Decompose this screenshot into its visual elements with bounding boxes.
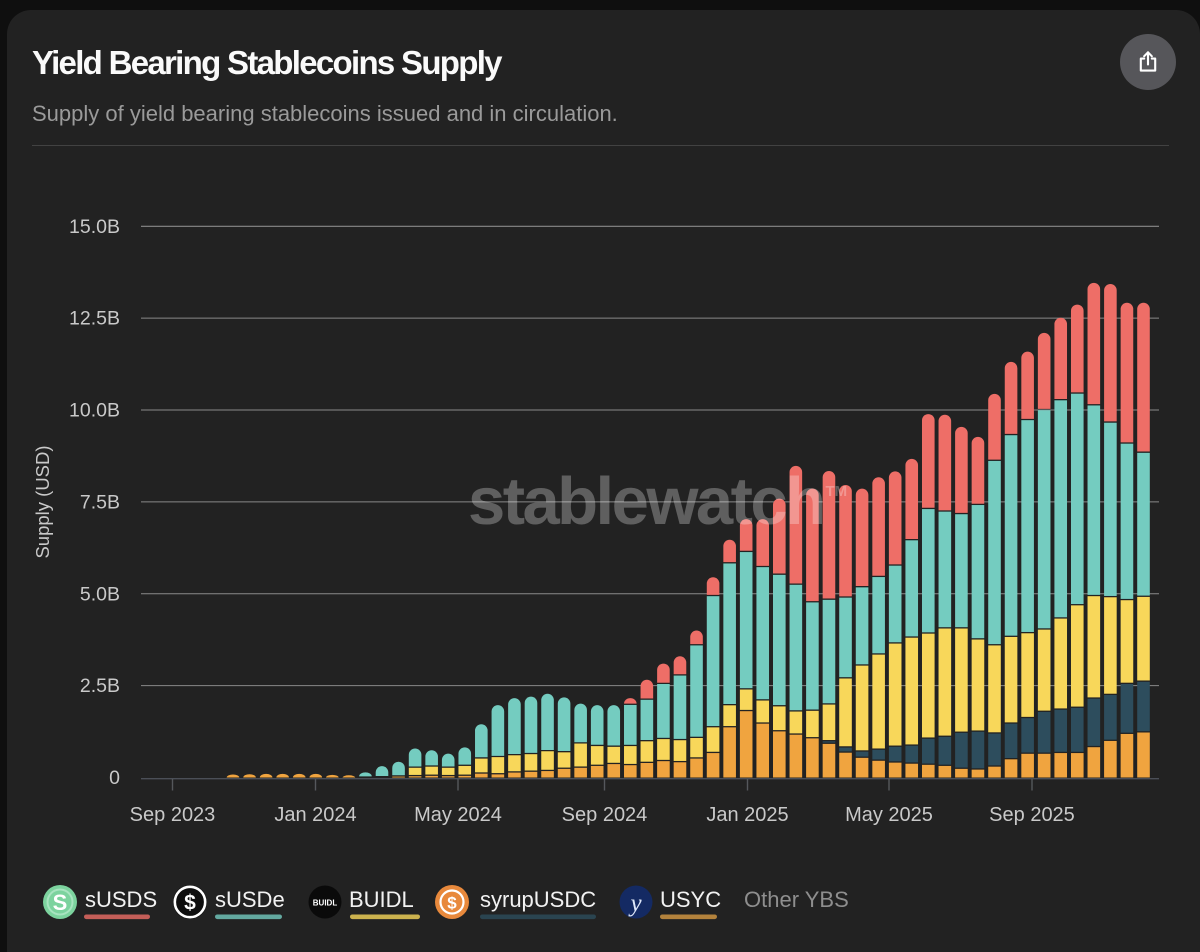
svg-text:syrupUSDC: syrupUSDC bbox=[480, 887, 596, 912]
svg-text:Jan 2025: Jan 2025 bbox=[706, 804, 788, 826]
svg-text:Sep 2024: Sep 2024 bbox=[562, 804, 648, 826]
svg-text:5.0B: 5.0B bbox=[80, 583, 120, 605]
svg-text:2.5B: 2.5B bbox=[80, 675, 120, 697]
svg-text:sUSDe: sUSDe bbox=[215, 887, 285, 912]
svg-text:sUSDS: sUSDS bbox=[85, 887, 157, 912]
svg-text:Supply (USD): Supply (USD) bbox=[32, 445, 53, 558]
svg-text:$: $ bbox=[447, 894, 457, 913]
svg-text:USYC: USYC bbox=[660, 887, 721, 912]
svg-text:BUIDL: BUIDL bbox=[349, 887, 414, 912]
svg-text:Sep 2025: Sep 2025 bbox=[989, 804, 1075, 826]
svg-text:y: y bbox=[627, 890, 642, 917]
svg-text:May 2025: May 2025 bbox=[845, 804, 933, 826]
svg-text:Sep 2023: Sep 2023 bbox=[130, 804, 216, 826]
svg-text:BUIDL: BUIDL bbox=[313, 899, 338, 908]
svg-text:0: 0 bbox=[109, 767, 120, 789]
svg-text:$: $ bbox=[184, 892, 196, 915]
svg-text:Other YBS: Other YBS bbox=[744, 887, 849, 912]
svg-text:7.5B: 7.5B bbox=[80, 491, 120, 513]
svg-text:May 2024: May 2024 bbox=[414, 804, 502, 826]
svg-text:S: S bbox=[53, 890, 68, 915]
svg-text:15.0B: 15.0B bbox=[69, 216, 120, 238]
svg-text:12.5B: 12.5B bbox=[69, 308, 120, 330]
svg-text:10.0B: 10.0B bbox=[69, 400, 120, 422]
svg-text:Jan 2024: Jan 2024 bbox=[274, 804, 356, 826]
